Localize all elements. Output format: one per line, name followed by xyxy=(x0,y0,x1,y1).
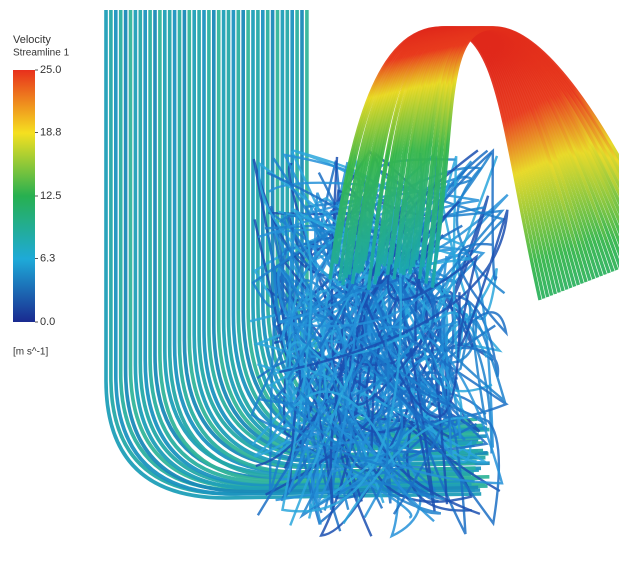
streamline xyxy=(367,155,493,401)
streamline xyxy=(192,10,477,468)
streamline xyxy=(123,10,479,494)
streamline xyxy=(114,10,481,496)
streamline xyxy=(133,10,472,490)
tick-label: 12.5 xyxy=(40,190,61,202)
streamline xyxy=(148,10,480,484)
tick-label: 0.0 xyxy=(40,316,55,328)
streamline xyxy=(433,26,619,263)
legend-unit: [m s^-1] xyxy=(13,347,48,358)
streamline xyxy=(277,288,390,469)
streamline xyxy=(153,10,472,480)
legend-title: Velocity xyxy=(13,34,51,46)
streamline xyxy=(158,10,490,483)
color-bar xyxy=(13,70,35,322)
streamline xyxy=(104,10,482,500)
streamline xyxy=(277,233,509,515)
streamline xyxy=(279,209,509,374)
tick-label: 18.8 xyxy=(40,126,61,138)
streamline xyxy=(163,10,479,476)
streamlines-plume xyxy=(328,26,619,301)
streamline xyxy=(299,235,449,504)
legend-subtitle: Streamline 1 xyxy=(13,48,70,59)
streamline xyxy=(177,10,476,474)
streamline xyxy=(143,10,474,487)
tick-label: 6.3 xyxy=(40,252,55,264)
tick-label: 25.0 xyxy=(40,64,61,76)
streamline xyxy=(285,341,396,526)
color-legend: Velocity Streamline 1 [m s^-1] 25.0 18.8 1… xyxy=(13,34,70,358)
